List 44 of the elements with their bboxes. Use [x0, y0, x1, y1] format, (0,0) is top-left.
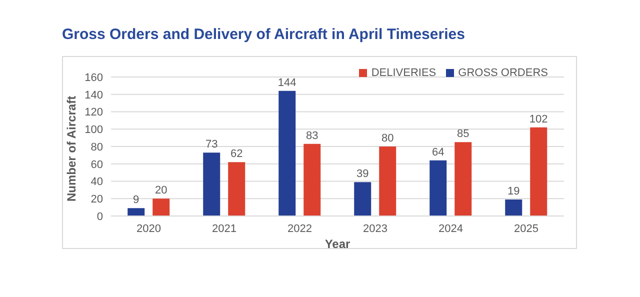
data-label: 144 — [278, 76, 296, 89]
x-tick-label: 2024 — [438, 222, 463, 235]
data-label: 39 — [356, 168, 369, 180]
bar — [278, 90, 296, 216]
bar — [505, 199, 522, 216]
y-tick-label: 100 — [84, 124, 103, 136]
x-tick-label: 2025 — [514, 222, 538, 235]
data-label: 19 — [507, 185, 520, 198]
data-label: 80 — [381, 132, 394, 144]
bar — [430, 160, 447, 216]
y-tick-label: 20 — [90, 194, 103, 206]
bar — [379, 146, 396, 216]
data-label: 102 — [529, 113, 548, 126]
y-tick-label: 80 — [90, 141, 103, 154]
y-tick-label: 140 — [84, 89, 103, 102]
y-tick-label: 40 — [90, 176, 103, 188]
legend-label: DELIVERIES — [371, 67, 436, 79]
y-tick-label: 60 — [90, 158, 103, 171]
y-axis-title: Number of Aircraft — [64, 96, 78, 202]
bar — [530, 127, 548, 216]
y-tick-label: 120 — [84, 106, 103, 119]
chart-title: Gross Orders and Delivery of Aircraft in April Timeseries — [62, 26, 466, 43]
bar — [203, 152, 220, 216]
bar — [228, 162, 246, 216]
bar — [128, 208, 145, 216]
x-tick-label: 2022 — [288, 222, 312, 235]
bar — [152, 198, 170, 216]
x-tick-label: 2020 — [136, 222, 161, 235]
data-label: 62 — [230, 148, 243, 160]
legend-label: GROSS ORDERS — [458, 67, 548, 79]
data-label: 73 — [205, 138, 218, 151]
data-label: 20 — [154, 184, 168, 197]
x-tick-label: 2021 — [212, 222, 236, 235]
x-axis-title: Year — [324, 237, 351, 251]
x-tick-label: 2023 — [363, 222, 388, 235]
data-label: 9 — [133, 194, 140, 206]
data-label: 83 — [306, 130, 318, 142]
data-label: 85 — [456, 128, 470, 140]
bar — [454, 142, 472, 216]
data-label: 64 — [432, 146, 444, 158]
y-tick-label: 0 — [96, 210, 103, 223]
bar — [304, 144, 321, 216]
bar — [354, 182, 372, 216]
y-tick-label: 160 — [84, 72, 103, 84]
